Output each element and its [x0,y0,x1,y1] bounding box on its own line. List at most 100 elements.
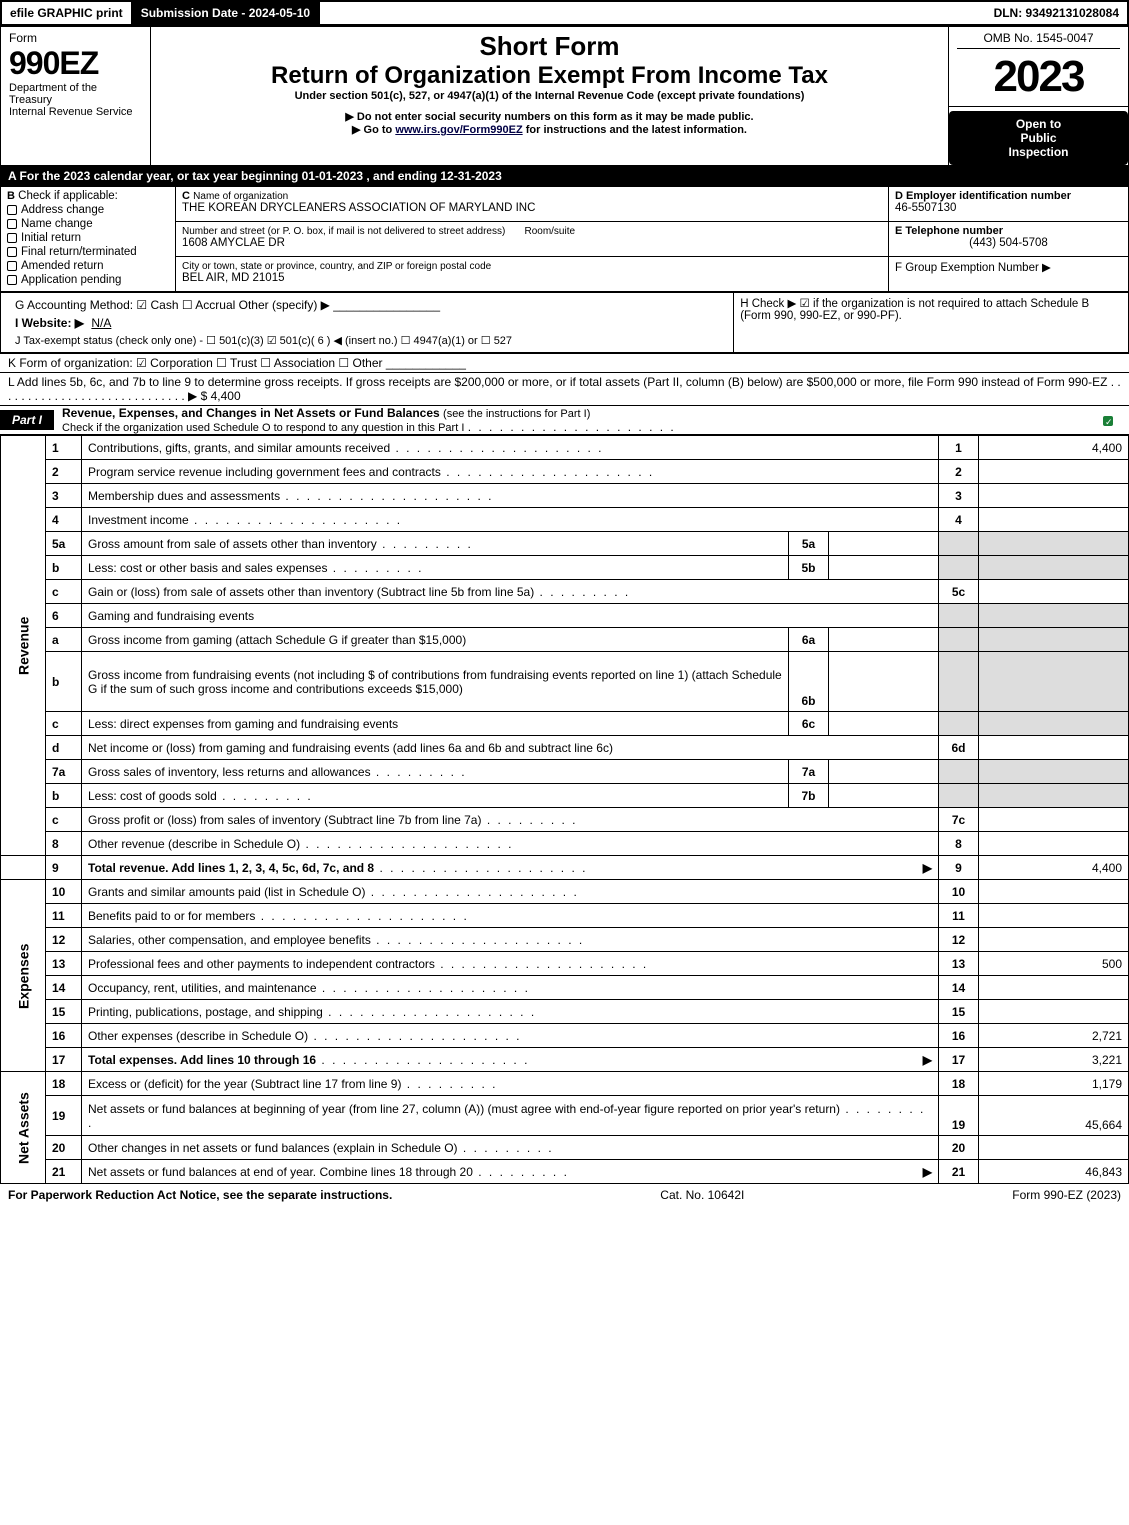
check-initial-return[interactable]: Initial return [7,232,169,244]
row-20-num: 20 [46,1136,82,1160]
row-6-desc: Gaming and fundraising events [82,604,939,628]
row-7c-line: 7c [939,808,979,832]
row-20-val [979,1136,1129,1160]
row-19-val: 45,664 [979,1096,1129,1136]
row-7a-val-grey [979,760,1129,784]
row-21-val: 46,843 [979,1160,1129,1184]
line-h-schedule-b: H Check ▶ ☑ if the organization is not r… [740,296,1122,322]
row-8-num: 8 [46,832,82,856]
row-5c-line: 5c [939,580,979,604]
city-value: BEL AIR, MD 21015 [182,272,285,284]
section-d-label: D Employer identification number [895,190,1122,202]
short-form-title: Short Form [159,31,940,62]
row-1-line: 1 [939,436,979,460]
row-5b-line-grey [939,556,979,580]
page-footer: For Paperwork Reduction Act Notice, see … [0,1184,1129,1206]
row-17-line: 17 [939,1048,979,1072]
row-5b-subval [829,556,939,580]
row-6b-val-grey [979,652,1129,712]
row-7b-subval [829,784,939,808]
row-15-desc: Printing, publications, postage, and shi… [82,1000,939,1024]
row-7a-subval [829,760,939,784]
row-6a-line-grey [939,628,979,652]
row-6b-num: b [46,652,82,712]
row-10-num: 10 [46,880,82,904]
row-4-desc: Investment income [82,508,939,532]
row-3-desc: Membership dues and assessments [82,484,939,508]
row-9-arrow-icon: ▶ [923,861,932,875]
top-bar: efile GRAPHIC print Submission Date - 20… [0,0,1129,26]
row-6b-desc: Gross income from fundraising events (no… [82,652,789,712]
irs-link[interactable]: www.irs.gov/Form990EZ [395,124,522,136]
row-3-val [979,484,1129,508]
row-6d-num: d [46,736,82,760]
efile-print-label[interactable]: efile GRAPHIC print [2,2,133,24]
org-name: THE KOREAN DRYCLEANERS ASSOCIATION OF MA… [182,202,535,214]
row-9-val: 4,400 [979,856,1129,880]
row-11-desc: Benefits paid to or for members [82,904,939,928]
entity-info: B Check if applicable: Address change Na… [0,186,1129,292]
footer-form-ref: Form 990-EZ (2023) [1012,1188,1121,1202]
row-6d-desc: Net income or (loss) from gaming and fun… [82,736,939,760]
row-7a-desc: Gross sales of inventory, less returns a… [82,760,789,784]
check-application-pending[interactable]: Application pending [7,274,169,286]
row-21-desc: Net assets or fund balances at end of ye… [82,1160,939,1184]
row-4-val [979,508,1129,532]
row-19-line: 19 [939,1096,979,1136]
open-line3: Inspection [955,145,1122,159]
line-l-amount: 4,400 [211,389,241,403]
row-10-desc: Grants and similar amounts paid (list in… [82,880,939,904]
row-7c-num: c [46,808,82,832]
row-6-val-grey [979,604,1129,628]
check-name-change[interactable]: Name change [7,218,169,230]
section-c-label: C [182,190,190,202]
row-12-num: 12 [46,928,82,952]
row-7b-desc: Less: cost of goods sold [82,784,789,808]
row-18-line: 18 [939,1072,979,1096]
footer-catalog: Cat. No. 10642I [660,1188,744,1202]
row-17-desc: Total expenses. Add lines 10 through 16 … [82,1048,939,1072]
row-6-line-grey [939,604,979,628]
omb-number: OMB No. 1545-0047 [957,31,1120,49]
row-8-desc: Other revenue (describe in Schedule O) [82,832,939,856]
expenses-side-label: Expenses [1,880,46,1072]
open-line1: Open to [955,117,1122,131]
row-2-num: 2 [46,460,82,484]
row-5a-num: 5a [46,532,82,556]
row-13-val: 500 [979,952,1129,976]
department-label: Department of the Treasury Internal Reve… [9,82,142,118]
part-1-title: Revenue, Expenses, and Changes in Net As… [62,406,443,420]
revenue-side-label: Revenue [1,436,46,856]
ein-value: 46-5507130 [895,202,1122,214]
check-amended-return[interactable]: Amended return [7,260,169,272]
net-assets-side-label: Net Assets [1,1072,46,1184]
check-address-change[interactable]: Address change [7,204,169,216]
row-21-num: 21 [46,1160,82,1184]
row-5a-line-grey [939,532,979,556]
row-5b-desc: Less: cost or other basis and sales expe… [82,556,789,580]
row-14-line: 14 [939,976,979,1000]
row-8-val [979,832,1129,856]
section-b-label: B [7,190,15,202]
goto-note: ▶ Go to www.irs.gov/Form990EZ for instru… [159,123,940,136]
row-2-desc: Program service revenue including govern… [82,460,939,484]
check-final-return[interactable]: Final return/terminated [7,246,169,258]
row-12-val [979,928,1129,952]
row-17-num: 17 [46,1048,82,1072]
row-7b-sub: 7b [789,784,829,808]
row-20-line: 20 [939,1136,979,1160]
row-1-val: 4,400 [979,436,1129,460]
row-19-num: 19 [46,1096,82,1136]
row-6c-line-grey [939,712,979,736]
part-1-schedule-o-checkbox[interactable] [1103,416,1113,426]
room-suite-label: Room/suite [524,226,575,237]
line-j-tax-exempt: J Tax-exempt status (check only one) - ☐… [7,332,727,349]
dln-label: DLN: 93492131028084 [986,2,1127,24]
row-7a-line-grey [939,760,979,784]
row-5a-sub: 5a [789,532,829,556]
city-label: City or town, state or province, country… [182,261,491,272]
street-label: Number and street (or P. O. box, if mail… [182,226,505,237]
row-12-desc: Salaries, other compensation, and employ… [82,928,939,952]
row-4-line: 4 [939,508,979,532]
row-11-num: 11 [46,904,82,928]
